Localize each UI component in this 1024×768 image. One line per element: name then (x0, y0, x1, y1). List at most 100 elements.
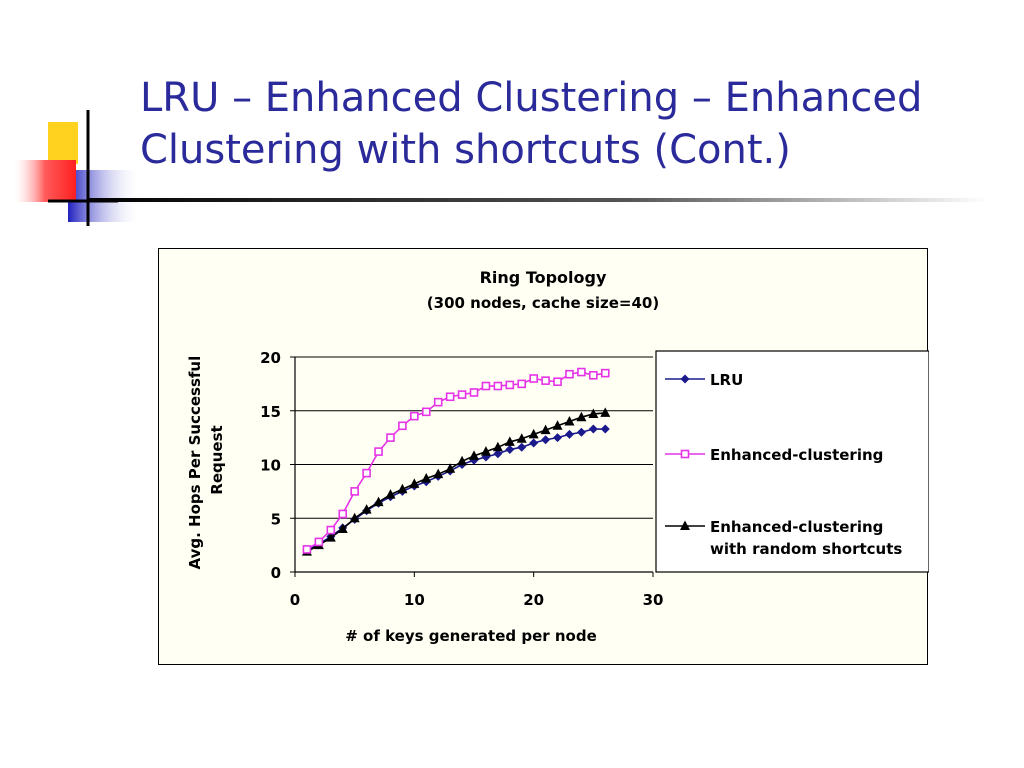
blue-square (68, 170, 138, 222)
axes: 0 5 10 15 20 0 10 20 30 (260, 349, 663, 609)
series-line (306, 412, 606, 553)
data-point (469, 450, 479, 460)
y-tick-label: 20 (260, 349, 281, 367)
x-tick-label: 30 (643, 591, 664, 609)
data-point (516, 433, 527, 443)
series-enhanced-clustering-with-random-shortcuts (301, 407, 611, 556)
data-point (469, 388, 479, 397)
data-point (421, 472, 432, 483)
chart-title: Ring Topology (480, 268, 607, 287)
data-point (398, 421, 407, 431)
data-point (517, 379, 527, 389)
data-point (386, 433, 395, 442)
data-point (529, 438, 539, 448)
data-point (600, 407, 611, 417)
slide-corner-decoration (14, 110, 138, 226)
legend-label-shortcuts-line-2: with random shortcuts (710, 540, 902, 558)
data-point (564, 429, 574, 439)
data-point (362, 468, 371, 478)
yellow-square (48, 122, 78, 164)
data-point (541, 376, 550, 385)
series-lru (302, 424, 610, 555)
y-axis-title-line-2: Request (208, 425, 226, 494)
data-point (589, 370, 598, 380)
legend-markers (665, 374, 705, 530)
data-point (517, 442, 527, 452)
data-point (457, 390, 467, 399)
legend-marker (680, 449, 690, 459)
data-point (457, 455, 468, 466)
legend-label-enhanced-clustering: Enhanced-clustering (710, 446, 883, 464)
data-point (588, 424, 598, 434)
series-line (306, 371, 606, 551)
data-point (577, 367, 586, 377)
data-point (433, 468, 444, 479)
data-point (409, 478, 420, 488)
x-axis-title: # of keys generated per node (345, 627, 597, 645)
data-point (481, 381, 491, 391)
data-point (505, 380, 515, 390)
y-tick-label: 5 (271, 510, 281, 528)
y-tick-label: 0 (271, 564, 281, 582)
data-point (540, 424, 551, 435)
data-point (397, 483, 408, 494)
data-point (564, 416, 575, 426)
data-point (314, 537, 324, 547)
data-point (528, 428, 539, 439)
title-underline (88, 198, 988, 202)
data-point (338, 509, 348, 519)
data-point (576, 427, 586, 437)
data-point (553, 433, 563, 443)
data-point (588, 408, 599, 418)
legend-box (655, 350, 929, 573)
data-point (480, 446, 491, 456)
x-tick-label: 20 (523, 591, 544, 609)
data-point (385, 489, 396, 499)
legend-label-shortcuts-line-1: Enhanced-clustering (710, 518, 883, 536)
data-point (302, 545, 312, 554)
legend-marker (680, 520, 690, 530)
data-series (301, 367, 611, 556)
slide-title-line-2: Clustering with shortcuts (Cont.) (140, 127, 791, 173)
x-tick-label: 10 (404, 591, 425, 609)
data-point (349, 512, 360, 523)
y-axis-title: Avg. Hops Per Successful Request (186, 351, 226, 570)
data-point (433, 397, 443, 407)
legend: LRU Enhanced-clustering Enhanced-cluster… (655, 350, 929, 573)
y-axis-title-line-1: Avg. Hops Per Successful (186, 356, 204, 570)
data-point (337, 523, 348, 533)
data-point (576, 411, 587, 422)
data-point (600, 368, 610, 378)
legend-marker (680, 374, 690, 384)
y-tick-label: 10 (260, 457, 281, 475)
x-tick-label: 0 (290, 591, 300, 609)
data-point (529, 374, 538, 383)
data-point (493, 381, 503, 391)
data-point (325, 532, 336, 542)
data-point (326, 525, 336, 535)
data-point (504, 436, 515, 446)
chart-subtitle: (300 nodes, cache size=40) (427, 294, 659, 312)
data-point (373, 496, 384, 507)
data-point (421, 407, 431, 417)
data-point (505, 444, 515, 454)
y-tick-label: 15 (260, 403, 281, 421)
data-point (350, 487, 359, 496)
series-enhanced-clustering (302, 367, 610, 554)
data-point (493, 449, 503, 459)
data-point (553, 377, 562, 387)
legend-label-lru: LRU (710, 371, 743, 389)
data-point (492, 441, 503, 452)
data-point (445, 463, 456, 473)
slide-title: LRU – Enhanced Clustering – Enhanced Clu… (140, 72, 1010, 176)
data-point (541, 435, 551, 445)
data-point (361, 504, 372, 514)
slide-title-line-1: LRU – Enhanced Clustering – Enhanced (140, 75, 923, 121)
red-square (14, 160, 76, 202)
chart-frame: Ring Topology (300 nodes, cache size=40)… (158, 248, 929, 665)
data-point (374, 447, 383, 456)
data-point (565, 369, 574, 379)
data-point (600, 424, 610, 434)
data-point (552, 420, 563, 430)
data-point (445, 392, 455, 402)
